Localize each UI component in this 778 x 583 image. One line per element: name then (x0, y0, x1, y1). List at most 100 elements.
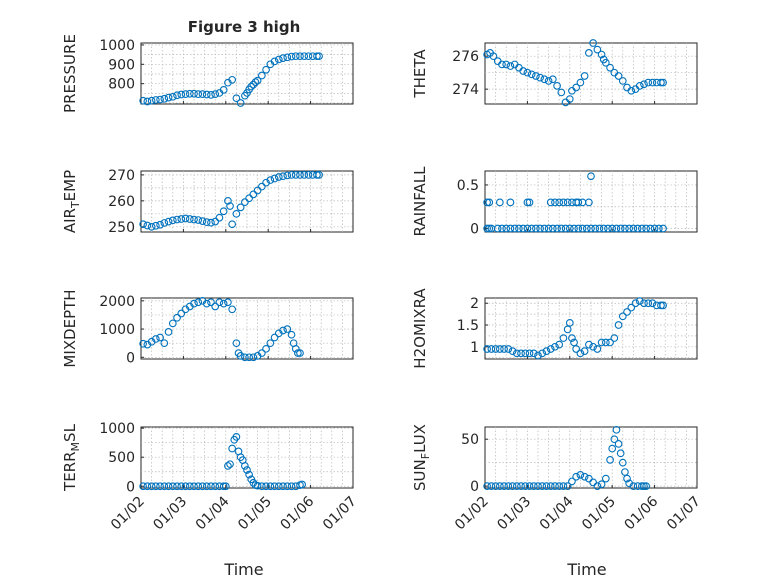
sun-flux-y-tick-label: 50 (461, 432, 479, 448)
theta-data-point (498, 60, 506, 69)
air-temp-y-axis-label: AIRTEMP (61, 170, 82, 233)
mixdepth-data-point (139, 339, 147, 348)
pressure-data-point (274, 55, 283, 64)
terr-msl-data-point (279, 482, 287, 491)
rainfall-data-point (574, 224, 583, 233)
terr-msl-data-point (177, 482, 186, 491)
h2omixra-data-point (483, 345, 491, 353)
sun-flux-data-point (525, 482, 534, 490)
rainfall-data-point (625, 224, 634, 233)
mixdepth-axes-frame (140, 297, 354, 360)
rainfall-data-point (525, 198, 534, 207)
air-temp-data-point (202, 218, 211, 226)
sun-flux-data-point (568, 477, 576, 486)
sun-flux-data-point (638, 482, 646, 490)
mixdepth-data-point (164, 328, 173, 336)
rainfall-data-point (638, 224, 646, 233)
air-temp-data-point (207, 218, 215, 227)
h2omixra-data-point (504, 345, 513, 353)
air-temp-data-point (147, 222, 156, 231)
pressure-data-point (198, 90, 207, 98)
air-temp-data-point (177, 215, 186, 223)
sun-flux-data-point (606, 455, 614, 464)
rainfall-data-point (587, 224, 595, 233)
rainfall-data-point (565, 224, 574, 233)
mixdepth-data-point (202, 299, 211, 308)
terr-msl-data-point (143, 482, 152, 491)
sun-flux-data-point (546, 482, 555, 490)
air-temp-data-point (253, 186, 262, 195)
pressure-data-point (232, 94, 241, 103)
terr-msl-y-tick-label: 1000 (99, 421, 135, 437)
rainfall-data-point (485, 224, 494, 233)
air-temp-data-point (164, 217, 173, 226)
sun-flux-data-point (508, 482, 517, 490)
rainfall-data-point (527, 224, 536, 233)
h2omixra-data-point (601, 338, 610, 347)
pressure-data-point (168, 92, 177, 101)
h2omixra-data-point (585, 340, 593, 349)
h2omixra-data-point (500, 345, 508, 353)
h2omixra-data-point (640, 299, 648, 308)
h2omixra-data-point (589, 342, 597, 351)
theta-data-point (659, 78, 667, 87)
rainfall-data-point (642, 224, 650, 233)
sun-flux-data-point (618, 458, 627, 467)
terr-msl-data-point (224, 462, 232, 470)
rainfall-data-point (587, 172, 595, 181)
pressure-subplot: 800 900 1000 PRESSURE (61, 34, 354, 113)
rainfall-data-point (574, 198, 583, 207)
h2omixra-data-point (631, 299, 640, 308)
rainfall-y-tick-label: 0 (470, 222, 479, 238)
pressure-data-point (228, 75, 237, 84)
terr-msl-data-point (173, 482, 181, 491)
air-temp-data-point (160, 219, 169, 227)
terr-msl-y-tick-label: 0 (126, 479, 135, 495)
h2omixra-subplot: 1 1.5 2 H2OMIXRA (411, 288, 698, 369)
sun-flux-data-point (589, 478, 597, 487)
theta-data-point (565, 95, 574, 103)
air-temp-data-point (198, 217, 207, 225)
mixdepth-data-point (190, 299, 198, 308)
theta-data-point (572, 83, 581, 92)
mixdepth-data-point (156, 333, 164, 342)
terr-msl-data-point (257, 482, 266, 491)
terr-msl-data-point (139, 482, 147, 491)
sun-flux-data-point (614, 440, 623, 448)
rainfall-data-point (546, 198, 555, 207)
terr-msl-data-point (270, 482, 279, 491)
mixdepth-data-point (270, 333, 279, 342)
air-temp-data-point (232, 209, 241, 218)
sun-flux-data-point (585, 474, 593, 483)
theta-data-point (557, 88, 566, 97)
terr-msl-data-point (160, 482, 169, 491)
rainfall-data-point (608, 224, 617, 233)
mixdepth-data-point (160, 339, 169, 348)
terr-msl-data-point (219, 482, 228, 491)
mixdepth-data-point (151, 335, 160, 343)
air-temp-data-point (190, 215, 198, 224)
air-temp-data-point (266, 176, 275, 184)
pressure-data-point (253, 76, 262, 85)
air-temp-data-point (274, 173, 283, 181)
mixdepth-data-point (207, 298, 215, 307)
air-temp-data-point (168, 216, 177, 225)
air-temp-y-tick-label: 260 (108, 194, 135, 210)
terr-msl-data-point (151, 482, 160, 491)
theta-data-point (532, 72, 540, 80)
mixdepth-data-point (219, 299, 228, 308)
theta-data-point (502, 60, 511, 69)
terr-msl-data-point (228, 444, 237, 453)
rainfall-data-point (561, 224, 570, 233)
theta-data-point (648, 78, 657, 87)
sun-flux-data-point (542, 482, 551, 490)
terr-msl-data-point (226, 460, 234, 469)
theta-data-point (640, 80, 648, 89)
air-temp-data-point (270, 174, 279, 183)
rainfall-data-point (515, 224, 523, 233)
rainfall-data-point (612, 224, 621, 233)
rainfall-data-point (553, 224, 561, 233)
terr-msl-data-point (211, 482, 220, 491)
theta-data-point (597, 50, 606, 59)
